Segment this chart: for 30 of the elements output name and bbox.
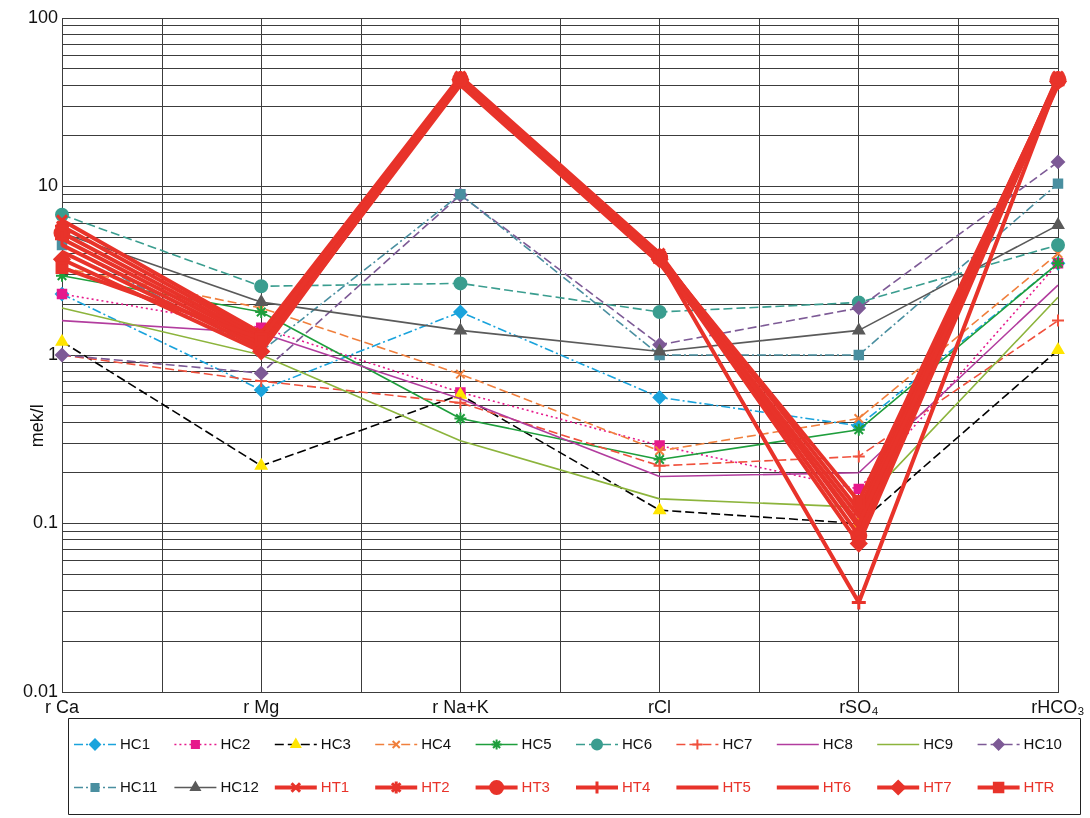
legend-label: HTR bbox=[1023, 777, 1055, 795]
legend-label: HC2 bbox=[220, 734, 251, 752]
legend-label: HC7 bbox=[722, 734, 753, 752]
legend-label: HC8 bbox=[822, 734, 853, 752]
x-tick-label: rHCO₃ bbox=[1031, 696, 1085, 717]
x-tick-label: r Mg bbox=[243, 696, 280, 717]
x-tick-label: rSO₄ bbox=[839, 696, 879, 717]
legend-label: HC6 bbox=[622, 734, 653, 752]
legend-label: HC5 bbox=[521, 734, 552, 752]
legend-label: HC9 bbox=[923, 734, 954, 752]
y-tick-label: 100 bbox=[27, 6, 58, 27]
legend-label: HC3 bbox=[320, 734, 351, 752]
x-tick-label: rCl bbox=[648, 696, 672, 717]
legend-label: HT3 bbox=[521, 777, 550, 795]
legend-label: HC11 bbox=[120, 777, 158, 795]
legend-label: HT2 bbox=[421, 777, 450, 795]
y-tick-label: 10 bbox=[37, 175, 58, 196]
legend-label: HT7 bbox=[923, 777, 952, 795]
x-tick-label: r Na+K bbox=[432, 696, 489, 717]
y-tick-label: 1 bbox=[47, 343, 58, 364]
legend-label: HT1 bbox=[320, 777, 350, 795]
legend-label: HC10 bbox=[1023, 734, 1062, 752]
legend-label: HT6 bbox=[822, 777, 852, 795]
legend-label: HC1 bbox=[120, 734, 151, 752]
legend-label: HC12 bbox=[220, 777, 259, 795]
legend-label: HC4 bbox=[421, 734, 452, 752]
legend-label: HT4 bbox=[622, 777, 651, 795]
legend-label: HT5 bbox=[722, 777, 751, 795]
y-axis-title: mek/l bbox=[26, 404, 47, 448]
y-tick-label: 0.1 bbox=[32, 512, 58, 533]
